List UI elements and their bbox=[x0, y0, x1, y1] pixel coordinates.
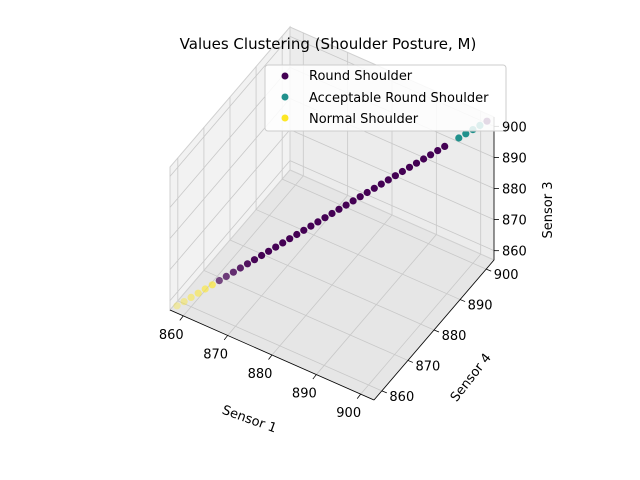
point-series0-29 bbox=[420, 155, 428, 163]
point-series0-3 bbox=[236, 264, 244, 272]
point-series1-1 bbox=[462, 130, 470, 138]
z-axis-label: Sensor 3 bbox=[541, 182, 556, 239]
z-tick-label-0: 860 bbox=[502, 245, 527, 260]
legend-marker-round-shoulder bbox=[281, 72, 289, 80]
x-tick-label-1: 870 bbox=[203, 347, 228, 362]
point-series0-20 bbox=[356, 193, 364, 201]
y-tick-label-4: 900 bbox=[494, 268, 519, 283]
y-tick-mark-2 bbox=[433, 329, 440, 333]
point-series0-1 bbox=[222, 272, 230, 280]
point-series0-15 bbox=[321, 214, 329, 222]
point-series0-23 bbox=[377, 180, 385, 188]
legend-label-round-shoulder: Round Shoulder bbox=[309, 69, 413, 84]
z-tick-label-3: 890 bbox=[502, 151, 527, 166]
point-series0-25 bbox=[391, 172, 399, 180]
x-axis-label: Sensor 1 bbox=[220, 403, 279, 437]
point-series0-31 bbox=[434, 147, 442, 155]
y-tick-label-3: 890 bbox=[468, 299, 493, 314]
point-series2-0 bbox=[173, 302, 181, 310]
point-series0-8 bbox=[272, 243, 280, 251]
point-series0-11 bbox=[293, 230, 301, 239]
y-tick-mark-0 bbox=[381, 390, 387, 394]
point-series0-16 bbox=[328, 209, 336, 218]
point-series0-19 bbox=[349, 197, 357, 205]
legend: Round Shoulder Acceptable Round Shoulder… bbox=[264, 64, 507, 132]
z-tick-label-2: 880 bbox=[502, 183, 527, 198]
point-series1-0 bbox=[455, 134, 463, 142]
point-series0-12 bbox=[300, 226, 308, 234]
point-series0-4 bbox=[243, 260, 252, 268]
point-series0-27 bbox=[405, 163, 414, 171]
y-tick-label-0: 860 bbox=[389, 390, 414, 405]
x-tick-label-2: 880 bbox=[248, 367, 273, 382]
legend-marker-normal-shoulder bbox=[281, 114, 289, 122]
point-series0-14 bbox=[314, 218, 322, 226]
point-series0-5 bbox=[250, 256, 259, 264]
y-tick-label-2: 880 bbox=[442, 329, 467, 344]
point-series0-30 bbox=[427, 151, 435, 159]
point-series2-4 bbox=[201, 285, 209, 293]
y-tick-label-1: 870 bbox=[415, 359, 440, 374]
z-grid-left-4 bbox=[169, 36, 291, 177]
legend-label-acceptable-round-shoulder: Acceptable Round Shoulder bbox=[309, 91, 489, 106]
tick-marks bbox=[179, 125, 499, 399]
point-series0-7 bbox=[265, 247, 273, 255]
point-series0-28 bbox=[412, 159, 421, 167]
y-grid-floor-0 bbox=[177, 300, 382, 392]
x-tick-mark-3 bbox=[312, 374, 317, 380]
x-tick-label-3: 890 bbox=[292, 387, 317, 402]
x-tick-label-0: 860 bbox=[159, 328, 184, 343]
x-tick-mark-1 bbox=[223, 335, 228, 341]
x-tick-mark-4 bbox=[356, 393, 362, 399]
point-series0-22 bbox=[370, 184, 378, 192]
y-grid-floor-3 bbox=[255, 209, 461, 300]
point-series0-21 bbox=[363, 188, 371, 197]
point-series0-17 bbox=[335, 205, 343, 213]
y-tick-mark-3 bbox=[459, 299, 466, 302]
point-series0-24 bbox=[384, 176, 392, 184]
y-grid-floor-4 bbox=[282, 178, 487, 270]
legend-marker-acceptable-round-shoulder bbox=[281, 93, 289, 101]
point-series0-9 bbox=[279, 239, 287, 247]
z-grid-left-0 bbox=[169, 160, 291, 301]
z-tick-label-4: 900 bbox=[502, 120, 527, 135]
chart-title: Values Clustering (Shoulder Posture, M) bbox=[180, 35, 477, 53]
z-grid-left-1 bbox=[169, 129, 291, 270]
z-tick-label-1: 870 bbox=[502, 214, 527, 229]
point-series0-32 bbox=[441, 142, 449, 150]
point-series0-0 bbox=[215, 277, 223, 285]
z-grid-back-0 bbox=[289, 160, 495, 252]
x-tick-label-4: 900 bbox=[336, 406, 361, 421]
y-tick-mark-4 bbox=[486, 268, 492, 272]
y-axis-label: Sensor 4 bbox=[448, 351, 495, 405]
point-series2-1 bbox=[180, 298, 188, 306]
scatter-points bbox=[173, 117, 491, 310]
point-series0-26 bbox=[398, 167, 406, 176]
y-tick-mark-1 bbox=[407, 360, 414, 363]
x-tick-mark-0 bbox=[179, 315, 184, 321]
point-series2-5 bbox=[208, 281, 216, 289]
point-series0-6 bbox=[258, 251, 266, 260]
x-tick-mark-2 bbox=[268, 354, 273, 360]
point-series0-10 bbox=[286, 235, 294, 243]
point-series0-2 bbox=[229, 268, 237, 276]
legend-label-normal-shoulder: Normal Shoulder bbox=[309, 112, 419, 127]
point-series2-2 bbox=[187, 293, 195, 301]
point-series0-13 bbox=[307, 222, 315, 230]
point-series2-3 bbox=[194, 289, 202, 297]
point-series0-18 bbox=[342, 201, 350, 209]
y-grid-floor-1 bbox=[203, 270, 409, 361]
legend-box bbox=[264, 64, 507, 132]
